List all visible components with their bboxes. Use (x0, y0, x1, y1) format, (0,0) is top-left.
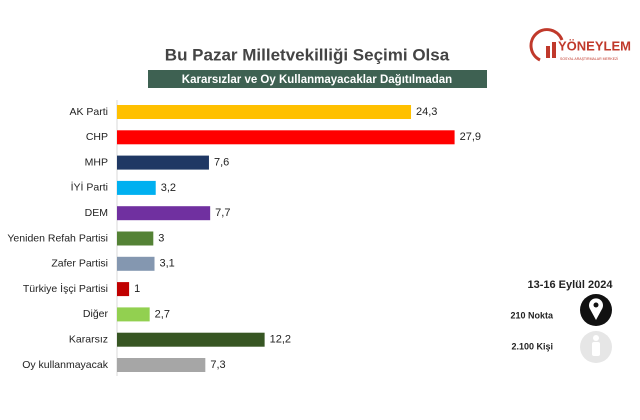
person-body (592, 342, 600, 356)
bar (117, 206, 211, 221)
bar (117, 130, 455, 145)
bar (117, 282, 130, 297)
category-label: Kararsız (69, 333, 108, 345)
value-label: 7,6 (214, 157, 229, 169)
value-label: 24,3 (416, 106, 437, 118)
subtitle: Kararsızlar ve Oy Kullanmayacaklar Dağıt… (182, 74, 452, 86)
value-label: 3,1 (160, 258, 175, 270)
bar (117, 358, 206, 372)
category-label: İYİ Parti (71, 181, 108, 194)
value-label: 3 (158, 232, 164, 244)
value-label: 7,3 (210, 359, 225, 371)
category-label: DEM (85, 207, 108, 219)
bar (117, 256, 155, 271)
bar (117, 155, 209, 170)
chart-title: Bu Pazar Milletvekilliği Seçimi Olsa (165, 45, 450, 64)
category-label: Diğer (83, 308, 109, 320)
bar (117, 180, 156, 195)
info-points: 210 Nokta (510, 310, 554, 320)
logo-bar (546, 46, 550, 58)
logo-bar (552, 42, 556, 58)
logo-name: YÖNEYLEM (558, 38, 631, 53)
category-label: Türkiye İşçi Partisi (23, 282, 108, 295)
value-label: 2,7 (155, 308, 170, 320)
bar (117, 231, 154, 246)
subtitle-banner (148, 70, 487, 88)
category-label: MHP (85, 156, 108, 168)
bar (117, 332, 265, 347)
value-label: 1 (134, 283, 140, 295)
value-label: 7,7 (215, 207, 230, 219)
category-label: CHP (86, 131, 108, 143)
category-label: Oy kullanmayacak (22, 359, 109, 371)
pin (589, 298, 604, 320)
logo-tagline: SOSYAL ARAŞTIRMALAR MERKEZİ (560, 56, 618, 61)
category-label: AK Parti (69, 106, 108, 118)
info-date: 13-16 Eylül 2024 (527, 279, 613, 291)
bar (117, 307, 150, 322)
value-label: 12,2 (270, 334, 291, 346)
bar (117, 105, 412, 119)
logo-arc (529, 28, 564, 62)
person-head (593, 335, 599, 341)
value-label: 3,2 (161, 182, 176, 194)
value-label: 27,9 (460, 131, 481, 143)
info-people: 2.100 Kişi (511, 341, 553, 351)
pin-hole (593, 302, 599, 308)
logo: YÖNEYLEM SOSYAL ARAŞTIRMALAR MERKEZİ (529, 28, 631, 62)
category-label: Zafer Partisi (51, 258, 108, 270)
category-label: Yeniden Refah Partisi (7, 232, 108, 244)
